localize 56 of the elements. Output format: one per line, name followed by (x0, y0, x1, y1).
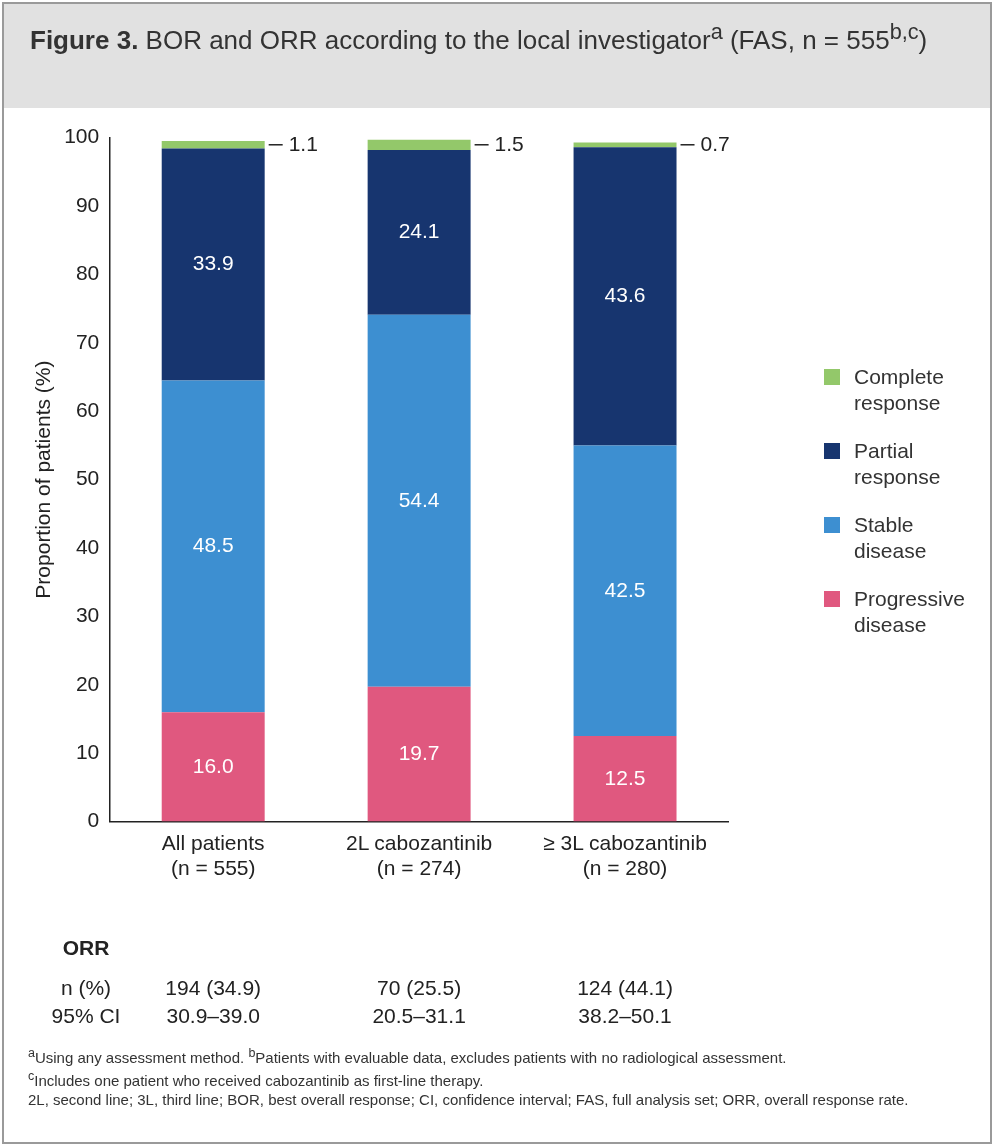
data-label: 43.6 (604, 283, 646, 307)
legend-label: Progressive disease (854, 586, 966, 638)
text: 124 (44.1) (577, 976, 673, 1000)
y-tick-label: 20 (75, 671, 100, 695)
data-label: 0.7 (700, 131, 730, 155)
text: 30.9–39.0 (166, 1004, 260, 1028)
x-tick-label: All patients (n = 555) (161, 831, 265, 880)
text: 38.2–50.1 (578, 1004, 672, 1028)
y-tick-label: 60 (75, 398, 100, 421)
bar (573, 142, 677, 148)
text: 194 (34.9) (165, 976, 262, 1000)
text: 2L, second line; 3L, third line; BOR, best overall response; CI, confidence interval; FAS, full analysis set; ORR, overall response rate. (28, 1090, 910, 1109)
data-label: 16.0 (192, 753, 234, 777)
bar (161, 380, 265, 713)
y-tick-label: 100 (64, 124, 100, 148)
text: $^{c}$Includes one patient who received cabozantinib as first-line therapy. (28, 1068, 485, 1090)
y-tick-label: 10 (75, 740, 100, 763)
bar (367, 149, 471, 315)
data-label: 24.1 (398, 219, 440, 243)
data-label: 42.5 (604, 577, 646, 601)
bar (573, 736, 677, 822)
bar (367, 686, 471, 822)
text: 70 (25.5) (377, 976, 462, 1000)
legend-label: Complete response (854, 364, 945, 416)
x-tick-label: 2L cabozantinib (n = 274) (345, 831, 493, 880)
data-label: 54.4 (398, 487, 440, 511)
x-tick-label: ≥ 3L cabozantinib (n = 280) (543, 831, 707, 880)
bar (161, 141, 265, 149)
y-tick-label: 0 (87, 808, 100, 832)
y-tick-label: 70 (75, 329, 100, 353)
y-tick-label: 40 (75, 534, 100, 558)
y-tick-label: 80 (75, 261, 100, 285)
text: $^{a}$Using any assessment method. $^{b}$Patients with evaluable data, excludes patients with no radiological assessment. (28, 1045, 788, 1067)
y-tick-label: 50 (75, 466, 100, 490)
data-label: 1.1 (288, 131, 318, 155)
text: 95% CI (51, 1004, 121, 1028)
chart-title: Figure 3. BOR and ORR according to the local investigator$^{a}$ (FAS, n = 555$^{b,c}$) (4, 4, 990, 108)
text: n (%) (60, 976, 112, 1000)
legend-label: Stable disease (854, 512, 928, 564)
y-tick-label: 30 (75, 603, 100, 627)
text: ORR (62, 936, 110, 960)
data-label: 19.7 (398, 741, 440, 765)
data-label: 12.5 (604, 765, 646, 789)
bar (573, 445, 677, 737)
bar (367, 139, 471, 150)
bar (161, 148, 265, 381)
data-label: 33.9 (192, 251, 234, 275)
y-axis-title: Proportion of patients (%) (31, 360, 55, 599)
data-label: 1.5 (494, 131, 524, 155)
bar (573, 147, 677, 446)
bar (161, 712, 265, 822)
bar (367, 314, 471, 687)
y-tick-label: 90 (75, 192, 100, 216)
data-label: 48.5 (192, 533, 234, 557)
text: 20.5–31.1 (372, 1004, 466, 1028)
legend-label: Partial response (854, 438, 942, 490)
